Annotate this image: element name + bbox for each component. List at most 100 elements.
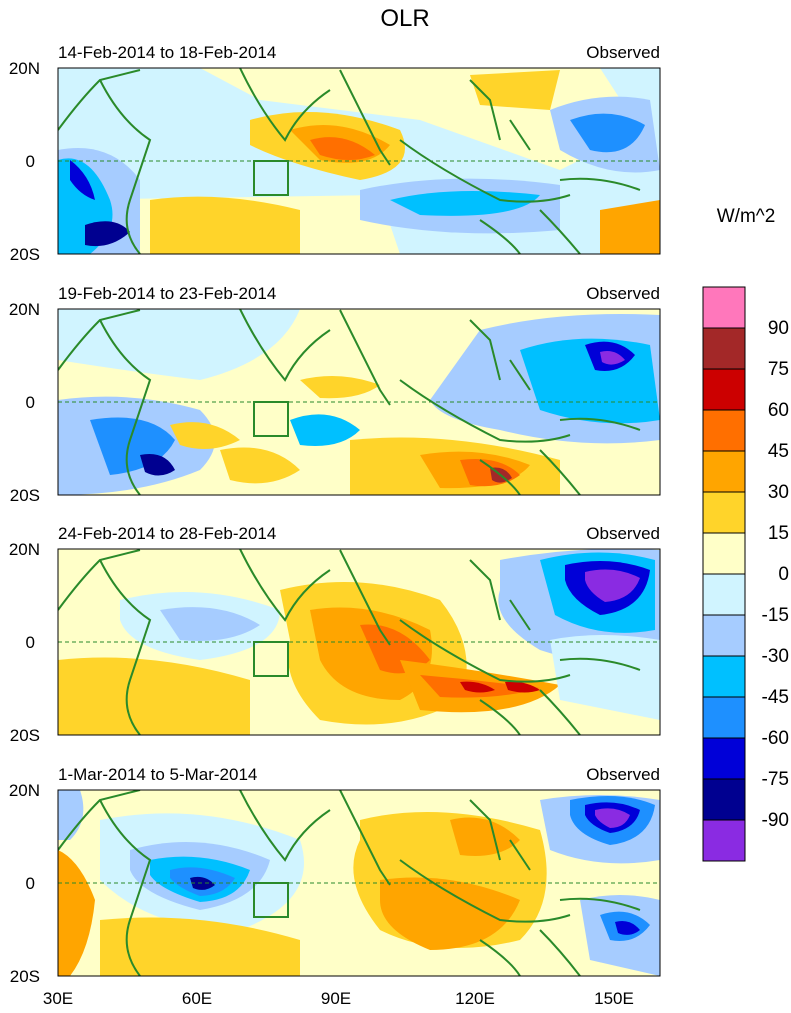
colorbar-level-label: -15 xyxy=(762,605,789,626)
lat-label-20s: 20S xyxy=(10,486,40,505)
panel-frame xyxy=(57,67,661,255)
colorbar: 90 75 60 45 30 15 0 -15 -30 -45 -60 -75 -90 xyxy=(702,286,789,862)
colorbar-swatch xyxy=(702,614,746,657)
map-panel-4: 1-Mar-2014 to 5-Mar-2014 Observed 20N 0 … xyxy=(9,765,661,986)
coastlines-panel-3 xyxy=(58,549,641,735)
anomaly-region xyxy=(550,635,660,720)
lon-label-120e: 120E xyxy=(455,989,495,1008)
anomaly-region xyxy=(58,790,84,840)
panel-date-range: 1-Mar-2014 to 5-Mar-2014 xyxy=(58,765,257,784)
colorbar-swatch xyxy=(702,450,746,493)
map-panel-3: 24-Feb-2014 to 28-Feb-2014 Observed 20N … xyxy=(9,524,661,745)
anomaly-region xyxy=(220,447,300,484)
region-box xyxy=(253,882,289,918)
lat-label-20s: 20S xyxy=(10,245,40,264)
panel-date-range: 19-Feb-2014 to 23-Feb-2014 xyxy=(58,284,276,303)
anomaly-region xyxy=(100,917,300,976)
anomaly-region xyxy=(360,624,430,674)
anomaly-region xyxy=(190,876,215,890)
colorbar-swatch xyxy=(702,286,746,329)
panel-label: Observed xyxy=(586,284,660,303)
colorbar-level-label: -60 xyxy=(762,728,789,749)
lat-label-20n: 20N xyxy=(9,540,40,559)
panel-frame xyxy=(57,308,661,496)
lon-label-150e: 150E xyxy=(594,989,634,1008)
anomaly-region xyxy=(140,454,175,476)
lat-label-20s: 20S xyxy=(10,726,40,745)
panel-date-range: 14-Feb-2014 to 18-Feb-2014 xyxy=(58,43,276,62)
anomaly-region xyxy=(570,113,645,153)
lat-label-20n: 20N xyxy=(9,781,40,800)
panel-label: Observed xyxy=(586,43,660,62)
anomaly-region xyxy=(390,191,540,216)
anomaly-region xyxy=(310,137,375,160)
figure-title: OLR xyxy=(380,5,429,32)
anomaly-region xyxy=(300,376,380,399)
anomaly-region xyxy=(470,70,560,110)
panel-frame xyxy=(57,789,661,977)
panel-date-range: 24-Feb-2014 to 28-Feb-2014 xyxy=(58,524,276,543)
anomaly-region xyxy=(150,196,300,254)
colorbar-swatch xyxy=(702,327,746,370)
colorbar-level-label: -30 xyxy=(762,646,789,667)
anomaly-region xyxy=(460,681,495,693)
anomaly-region xyxy=(58,309,300,380)
olr-field-panel-4 xyxy=(58,790,660,976)
anomaly-region xyxy=(170,422,240,449)
colorbar-swatch xyxy=(702,368,746,411)
lat-label-20s: 20S xyxy=(10,967,40,986)
region-box xyxy=(253,641,289,677)
anomaly-region xyxy=(70,160,95,200)
colorbar-swatch xyxy=(702,573,746,616)
anomaly-region xyxy=(600,200,660,254)
colorbar-swatch xyxy=(702,696,746,739)
anomaly-region xyxy=(615,921,640,935)
colorbar-swatch xyxy=(702,819,746,862)
lat-label-20n: 20N xyxy=(9,300,40,319)
anomaly-region xyxy=(290,414,360,446)
anomaly-region xyxy=(600,351,625,365)
coastlines-panel-1 xyxy=(58,68,641,254)
colorbar-level-label: -75 xyxy=(762,769,789,790)
lon-label-30e: 30E xyxy=(43,989,73,1008)
colorbar-level-label: 0 xyxy=(778,564,789,585)
region-box xyxy=(253,401,289,437)
coastlines-panel-2 xyxy=(58,309,641,495)
colorbar-level-label: 45 xyxy=(768,441,789,462)
anomaly-region xyxy=(380,877,520,950)
map-panel-1: 14-Feb-2014 to 18-Feb-2014 Observed 20N … xyxy=(9,43,661,264)
lon-label-90e: 90E xyxy=(321,989,351,1008)
anomaly-region xyxy=(310,607,432,700)
colorbar-swatch xyxy=(702,655,746,698)
colorbar-level-label: 90 xyxy=(768,318,789,339)
lat-label-0: 0 xyxy=(26,393,35,412)
panel-label: Observed xyxy=(586,765,660,784)
lat-label-0: 0 xyxy=(26,874,35,893)
anomaly-region xyxy=(505,681,540,693)
colorbar-level-label: 75 xyxy=(768,359,789,380)
colorbar-level-label: 30 xyxy=(768,482,789,503)
panel-frame xyxy=(57,548,661,736)
region-box xyxy=(253,160,289,196)
colorbar-swatch xyxy=(702,409,746,452)
lon-label-60e: 60E xyxy=(182,989,212,1008)
anomaly-region xyxy=(160,607,260,641)
map-panel-2: 19-Feb-2014 to 23-Feb-2014 Observed 20N … xyxy=(9,284,661,505)
anomaly-region xyxy=(585,569,640,602)
panel-label: Observed xyxy=(586,524,660,543)
anomaly-region xyxy=(450,817,520,856)
lat-label-20n: 20N xyxy=(9,59,40,78)
colorbar-swatch xyxy=(702,778,746,821)
colorbar-level-label: -45 xyxy=(762,687,789,708)
lat-label-0: 0 xyxy=(26,152,35,171)
colorbar-level-label: 15 xyxy=(768,523,789,544)
anomaly-region xyxy=(85,221,130,247)
olr-field-panel-1 xyxy=(58,68,660,254)
lat-label-0: 0 xyxy=(26,633,35,652)
coastlines-panel-4 xyxy=(58,790,641,976)
colorbar-swatch xyxy=(702,532,746,575)
anomaly-region xyxy=(58,657,250,735)
anomaly-region xyxy=(595,808,630,828)
colorbar-swatch xyxy=(702,491,746,534)
